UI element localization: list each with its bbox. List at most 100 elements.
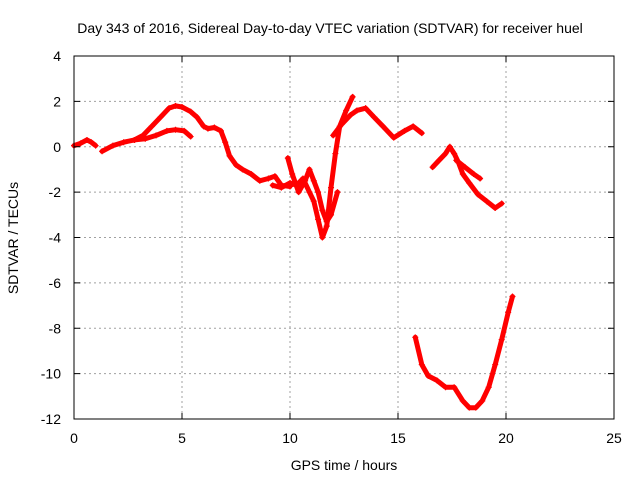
- x-axis-ticks: 0 5 10 15 20 25: [70, 56, 622, 446]
- data-point: [222, 139, 229, 146]
- data-point: [442, 384, 449, 391]
- data-point: [418, 361, 425, 368]
- data-point: [179, 104, 185, 111]
- data-point: [451, 150, 458, 157]
- data-point: [248, 170, 255, 177]
- data-point: [204, 125, 211, 132]
- data-point: [211, 124, 218, 131]
- data-point: [412, 334, 419, 341]
- data-point: [334, 189, 341, 196]
- data-point: [328, 184, 335, 191]
- series-line: [99, 127, 194, 154]
- data-point: [287, 180, 293, 187]
- data-point: [88, 139, 95, 146]
- data-point: [153, 132, 160, 139]
- data-point: [479, 397, 486, 404]
- data-point: [315, 216, 322, 223]
- data-point: [433, 377, 440, 384]
- data-point: [306, 166, 313, 173]
- x-axis-label: GPS time / hours: [291, 457, 398, 473]
- data-point: [353, 107, 360, 114]
- data-point: [362, 105, 369, 112]
- data-point: [181, 127, 188, 134]
- data-point: [332, 150, 339, 157]
- data-point: [99, 148, 106, 155]
- series-seg-9: [412, 293, 516, 411]
- data-point: [233, 161, 239, 168]
- data-point: [310, 177, 317, 184]
- data-point: [349, 93, 356, 100]
- series-line: [132, 103, 293, 189]
- data-point: [401, 127, 408, 134]
- data-point: [239, 166, 246, 173]
- data-point: [148, 123, 155, 130]
- data-point: [226, 152, 233, 159]
- data-point: [92, 142, 99, 149]
- data-point: [109, 142, 116, 149]
- data-point: [474, 191, 481, 198]
- data-point: [429, 164, 436, 171]
- data-point: [477, 175, 484, 182]
- series-line: [453, 157, 483, 181]
- x-tick-label: 20: [498, 430, 514, 446]
- y-tick-label: 0: [53, 139, 61, 155]
- data-point: [453, 157, 460, 164]
- data-point: [451, 384, 458, 391]
- data-point: [425, 372, 432, 379]
- data-point: [269, 182, 276, 189]
- series-seg-3: [131, 102, 293, 190]
- data-point: [172, 126, 179, 133]
- data-point: [323, 218, 330, 225]
- data-point: [498, 336, 505, 343]
- data-point: [379, 123, 386, 130]
- grid: [74, 56, 614, 419]
- data-point: [289, 170, 296, 177]
- series-seg-8: [453, 157, 484, 182]
- y-tick-label: 2: [53, 93, 61, 109]
- data-point: [120, 139, 127, 146]
- data-point: [418, 130, 425, 137]
- data-point: [200, 123, 207, 130]
- data-point: [278, 184, 285, 191]
- data-point: [410, 123, 417, 130]
- y-tick-label: -8: [49, 320, 62, 336]
- y-tick-label: -6: [49, 275, 62, 291]
- data-point: [390, 134, 397, 141]
- data-point: [140, 132, 147, 139]
- data-point: [142, 135, 149, 142]
- data-point: [371, 114, 378, 121]
- x-tick-label: 15: [390, 430, 406, 446]
- data-point: [328, 211, 335, 218]
- data-point: [256, 177, 263, 184]
- data-point: [509, 293, 516, 300]
- data-point: [131, 136, 138, 143]
- x-tick-label: 5: [178, 430, 186, 446]
- data-point: [194, 114, 201, 121]
- x-tick-label: 25: [606, 430, 622, 446]
- data-point: [436, 157, 443, 164]
- data-point: [338, 121, 345, 128]
- y-tick-label: 4: [53, 48, 61, 64]
- y-tick-label: -2: [49, 184, 62, 200]
- y-axis-label: SDTVAR / TECUs: [5, 182, 21, 294]
- data-traces: [71, 93, 516, 411]
- series-seg-5: [284, 155, 341, 225]
- x-tick-label: 0: [70, 430, 78, 446]
- data-point: [187, 108, 194, 115]
- data-point: [466, 404, 473, 411]
- series-line: [412, 294, 515, 411]
- data-point: [461, 164, 468, 171]
- series-seg-6: [330, 105, 425, 141]
- data-point: [172, 102, 179, 109]
- data-point: [505, 309, 512, 316]
- data-point: [295, 189, 302, 196]
- data-point: [498, 200, 505, 207]
- data-point: [442, 150, 449, 157]
- data-point: [284, 155, 291, 162]
- data-point: [271, 173, 278, 180]
- series-line: [270, 94, 356, 240]
- data-point: [77, 140, 84, 147]
- series-seg-7: [429, 143, 505, 212]
- data-point: [459, 397, 466, 404]
- data-point: [166, 105, 173, 112]
